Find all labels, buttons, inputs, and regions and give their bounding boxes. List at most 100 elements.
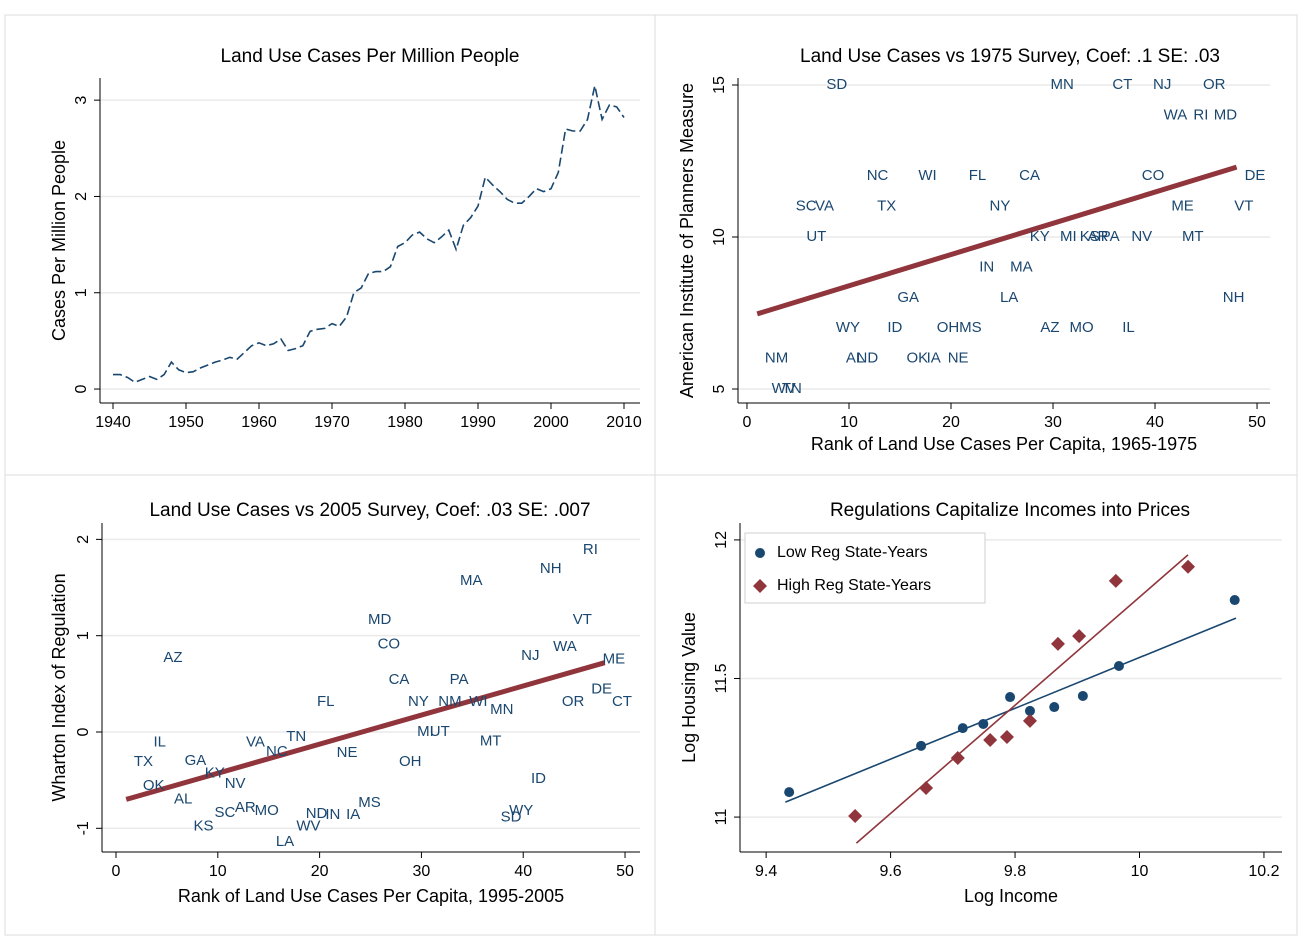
x-tick-label: 30 [1044, 414, 1062, 431]
marker [1022, 713, 1037, 728]
state-label: MD [368, 611, 391, 628]
state-label: OR [1203, 76, 1226, 93]
state-label: OK [906, 350, 928, 367]
state-label: NY [990, 198, 1011, 215]
state-label: AR [1087, 228, 1108, 245]
state-label: NM [765, 350, 788, 367]
state-label: TN [286, 728, 306, 745]
x-tick-label: 1980 [387, 414, 423, 431]
state-label: KY [1030, 228, 1050, 245]
state-label: TN [782, 380, 802, 397]
y-tick-label: 15 [711, 76, 728, 94]
x-tick-label: 50 [616, 863, 634, 880]
state-label: NJ [1153, 76, 1171, 93]
x-tick-label: 0 [112, 863, 121, 880]
x-tick-label: 40 [1146, 414, 1164, 431]
legend-box [744, 532, 986, 604]
state-label: FL [317, 693, 335, 710]
y-tick-label: 1 [73, 288, 90, 297]
state-label: ND [306, 805, 328, 822]
marker [755, 548, 765, 558]
x-tick-label: 9.4 [755, 863, 777, 880]
chart-title: Land Use Cases vs 1975 Survey, Coef: .1 … [800, 46, 1220, 67]
state-label: AZ [163, 649, 182, 666]
state-label: MT [480, 733, 502, 750]
marker [1077, 690, 1088, 701]
state-label: PA [450, 671, 469, 688]
state-label: MA [460, 572, 483, 589]
state-label: VA [246, 734, 265, 751]
state-label: MI [1060, 228, 1077, 245]
state-label: WA [553, 638, 577, 655]
y-axis-title: American Institute of Planners Measure [677, 83, 697, 398]
state-label: ME [603, 651, 626, 668]
marker [1049, 702, 1060, 713]
state-label: AR [235, 799, 256, 816]
state-label: IN [979, 258, 994, 275]
state-label: NE [337, 744, 358, 761]
state-label: MS [959, 319, 982, 336]
state-label: MN [490, 701, 513, 718]
state-label: CA [389, 671, 410, 688]
marker [753, 579, 767, 593]
x-tick-label: 20 [942, 414, 960, 431]
state-label: NV [1131, 228, 1152, 245]
marker [1181, 559, 1196, 574]
marker [1229, 595, 1240, 606]
state-label: UT [430, 723, 450, 740]
state-label: NH [540, 560, 562, 577]
y-tick-label: 0 [73, 384, 90, 393]
fit-line [125, 660, 606, 802]
marker [1005, 692, 1016, 703]
state-label: MS [358, 794, 381, 811]
state-label: WI [469, 693, 487, 710]
y-tick-label: 12 [713, 531, 730, 549]
x-tick-label: 10 [1131, 863, 1149, 880]
state-label: IA [346, 806, 360, 823]
state-label: NC [867, 167, 889, 184]
fit-line [855, 554, 1189, 844]
x-axis-title: Log Income [964, 886, 1058, 906]
x-tick-label: 9.8 [1004, 863, 1026, 880]
marker [978, 718, 989, 729]
y-tick-label: 11.5 [713, 663, 730, 693]
state-label: RI [583, 541, 598, 558]
marker [848, 808, 863, 823]
state-label: WA [1164, 106, 1188, 123]
x-tick-label: 10.2 [1248, 863, 1279, 880]
state-label: VT [573, 611, 592, 628]
marker [1108, 573, 1123, 588]
x-tick-label: 10 [209, 863, 227, 880]
state-label: NV [225, 775, 246, 792]
y-axis-title: Log Housing Value [679, 612, 699, 763]
state-label: AL [846, 350, 864, 367]
marker [999, 729, 1014, 744]
x-tick-label: 0 [743, 414, 752, 431]
state-label: TX [134, 753, 153, 770]
legend-label: High Reg State-Years [777, 577, 931, 594]
state-label: IA [927, 350, 941, 367]
x-tick-label: 40 [514, 863, 532, 880]
state-label: MN [1051, 76, 1074, 93]
state-label: ND [857, 350, 879, 367]
state-label: PA [1101, 228, 1120, 245]
x-tick-label: 20 [311, 863, 329, 880]
state-label: CA [1019, 167, 1040, 184]
y-tick-label: 3 [73, 96, 90, 105]
x-tick-label: 1960 [241, 414, 277, 431]
fit-line [756, 164, 1238, 317]
state-label: NE [948, 350, 969, 367]
state-label: RI [1193, 106, 1208, 123]
state-label: GA [897, 289, 919, 306]
state-label: UT [806, 228, 826, 245]
marker [983, 733, 998, 748]
marker [916, 740, 927, 751]
x-tick-label: 9.6 [879, 863, 901, 880]
state-label: KY [205, 764, 225, 781]
legend-label: Low Reg State-Years [777, 544, 928, 561]
state-label: VT [1234, 198, 1253, 215]
state-label: SD [826, 76, 847, 93]
y-axis-title: Wharton Index of Regulation [49, 573, 69, 801]
y-tick-label: 11 [713, 809, 730, 826]
